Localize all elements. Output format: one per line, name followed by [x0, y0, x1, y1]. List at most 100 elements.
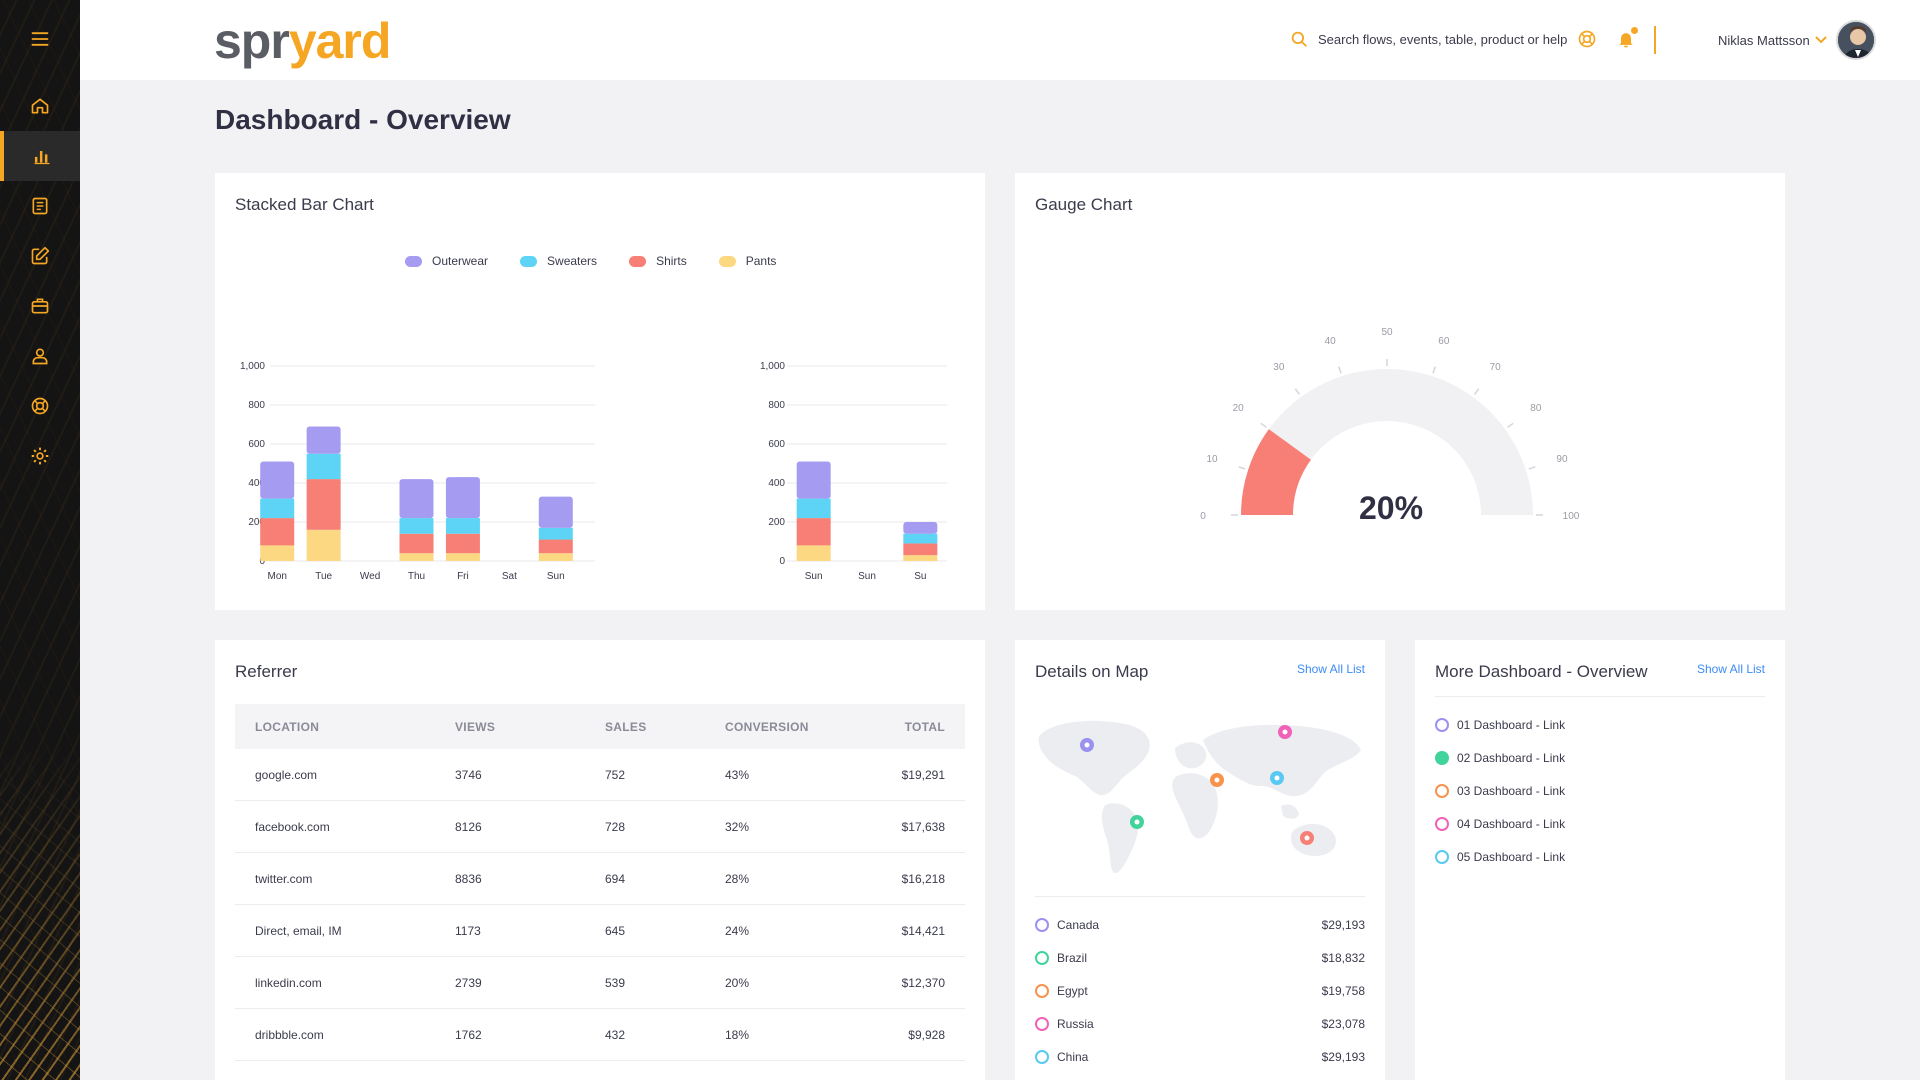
map-pin-australia[interactable]: [1300, 831, 1314, 845]
bell-icon[interactable]: [1616, 29, 1636, 49]
world-map[interactable]: [1035, 710, 1365, 880]
bar-segment[interactable]: [445, 533, 480, 554]
search-bar[interactable]: Search flows, events, table, product or …: [1290, 30, 1567, 48]
table-row[interactable]: linkedin.com 2739 539 20% $12,370: [235, 957, 965, 1009]
x-tick-label: Su: [914, 571, 926, 582]
bar-segment[interactable]: [445, 553, 480, 561]
cell-location: Direct, email, IM: [255, 923, 342, 938]
bar-segment[interactable]: [903, 555, 938, 561]
list-item[interactable]: China $29,193: [1035, 1050, 1365, 1064]
bar-segment[interactable]: [538, 539, 573, 554]
search-input[interactable]: Search flows, events, table, product or …: [1318, 31, 1568, 47]
country-name: Brazil: [1057, 951, 1088, 965]
bar-segment[interactable]: [538, 496, 573, 528]
top-header: spryard Search flows, events, table, pro…: [80, 0, 1920, 80]
bar-segment[interactable]: [796, 461, 831, 499]
x-tick-label: Tue: [315, 571, 332, 582]
map-pin-egypt[interactable]: [1210, 773, 1224, 787]
map-pin-russia[interactable]: [1278, 725, 1292, 739]
gear-icon: [31, 447, 49, 465]
legend-item[interactable]: Shirts: [629, 254, 687, 268]
circle-icon: [1035, 1050, 1049, 1064]
bar-segment[interactable]: [260, 545, 295, 561]
bar-segment[interactable]: [306, 529, 341, 561]
bar-segment[interactable]: [399, 479, 434, 519]
table-row[interactable]: twitter.com 8836 694 28% $16,218: [235, 853, 965, 905]
bar-segment[interactable]: [399, 533, 434, 554]
bar-segment[interactable]: [796, 518, 831, 546]
list-item[interactable]: Brazil $18,832: [1035, 951, 1365, 965]
bar-segment[interactable]: [306, 426, 341, 454]
legend-item[interactable]: Outerwear: [405, 254, 488, 268]
column-header[interactable]: CONVERSION: [725, 719, 809, 734]
show-all-link[interactable]: Show All List: [1296, 662, 1365, 676]
dashboard-link[interactable]: 01 Dashboard - Link: [1435, 718, 1565, 732]
sidebar-item-support[interactable]: [0, 381, 80, 431]
bar-segment[interactable]: [445, 477, 480, 519]
table-row[interactable]: google.com 3746 752 43% $19,291: [235, 749, 965, 801]
bar-segment[interactable]: [260, 518, 295, 546]
bar-segment[interactable]: [796, 498, 831, 519]
column-header[interactable]: SALES: [605, 719, 647, 734]
sidebar-item-settings[interactable]: [0, 431, 80, 481]
user-photo-icon: [1838, 22, 1874, 58]
gauge-fill: [1241, 429, 1311, 515]
bar-segment[interactable]: [260, 461, 295, 499]
y-tick-label: 400: [768, 478, 785, 489]
sidebar-item-briefcase[interactable]: [0, 281, 80, 331]
legend-item[interactable]: Pants: [718, 254, 776, 268]
avatar[interactable]: [1836, 20, 1876, 60]
sidebar-item-user[interactable]: [0, 331, 80, 381]
column-header[interactable]: LOCATION: [255, 719, 320, 734]
show-all-link[interactable]: Show All List: [1696, 662, 1765, 676]
dashboard-link[interactable]: 03 Dashboard - Link: [1435, 784, 1565, 798]
table-row[interactable]: dribbble.com 1762 432 18% $9,928: [235, 1009, 965, 1061]
y-tick-label: 1,000: [760, 361, 785, 372]
legend-swatch: [629, 255, 647, 267]
bar-segment[interactable]: [306, 479, 341, 530]
list-item[interactable]: Egypt $19,758: [1035, 984, 1365, 998]
bar-segment[interactable]: [903, 533, 938, 544]
legend-item[interactable]: Sweaters: [520, 254, 597, 268]
list-item[interactable]: Canada $29,193: [1035, 918, 1365, 932]
user-name[interactable]: Niklas Mattsson: [1718, 33, 1810, 48]
sidebar-item-documents[interactable]: [0, 181, 80, 231]
bar-segment[interactable]: [796, 545, 831, 561]
dashboard-link[interactable]: 05 Dashboard - Link: [1435, 850, 1565, 864]
list-item[interactable]: Russia $23,078: [1035, 1017, 1365, 1031]
bar-segment[interactable]: [399, 553, 434, 561]
card-title: More Dashboard - Overview: [1435, 662, 1648, 681]
gauge-tick-label: 20: [1233, 403, 1245, 414]
menu-button[interactable]: [0, 14, 80, 64]
sidebar-item-analytics[interactable]: [0, 131, 80, 181]
column-header[interactable]: VIEWS: [455, 719, 496, 734]
dashboard-link[interactable]: 02 Dashboard - Link: [1435, 751, 1565, 765]
map-pin-china[interactable]: [1270, 771, 1284, 785]
table-row[interactable]: Direct, email, IM 1173 645 24% $14,421: [235, 905, 965, 957]
sidebar-item-home[interactable]: [0, 81, 80, 131]
brand-logo[interactable]: spryard: [214, 13, 391, 69]
bar-segment[interactable]: [538, 527, 573, 540]
chevron-down-icon[interactable]: [1815, 35, 1827, 45]
support-icon[interactable]: [1577, 29, 1597, 49]
sidebar-item-edit[interactable]: [0, 231, 80, 281]
bar-segment[interactable]: [399, 518, 434, 534]
link-label: 02 Dashboard - Link: [1457, 751, 1566, 765]
bar-segment[interactable]: [306, 453, 341, 480]
bar-segment[interactable]: [903, 522, 938, 534]
link-label: 01 Dashboard - Link: [1457, 718, 1566, 732]
legend-swatch: [718, 255, 736, 267]
referrer-table: LOCATION VIEWS SALES CONVERSION TOTAL go…: [235, 704, 965, 1061]
bar-segment[interactable]: [903, 543, 938, 556]
dashboard-link[interactable]: 04 Dashboard - Link: [1435, 817, 1565, 831]
bar-segment[interactable]: [445, 518, 480, 534]
gauge-tick-label: 40: [1325, 336, 1337, 347]
column-header[interactable]: TOTAL: [904, 719, 945, 734]
map-pin-brazil[interactable]: [1130, 815, 1144, 829]
bar-segment[interactable]: [260, 498, 295, 519]
edit-icon: [31, 246, 50, 265]
map-pin-canada[interactable]: [1080, 738, 1094, 752]
divider: [1435, 696, 1765, 697]
table-row[interactable]: facebook.com 8126 728 32% $17,638: [235, 801, 965, 853]
bar-segment[interactable]: [538, 553, 573, 561]
